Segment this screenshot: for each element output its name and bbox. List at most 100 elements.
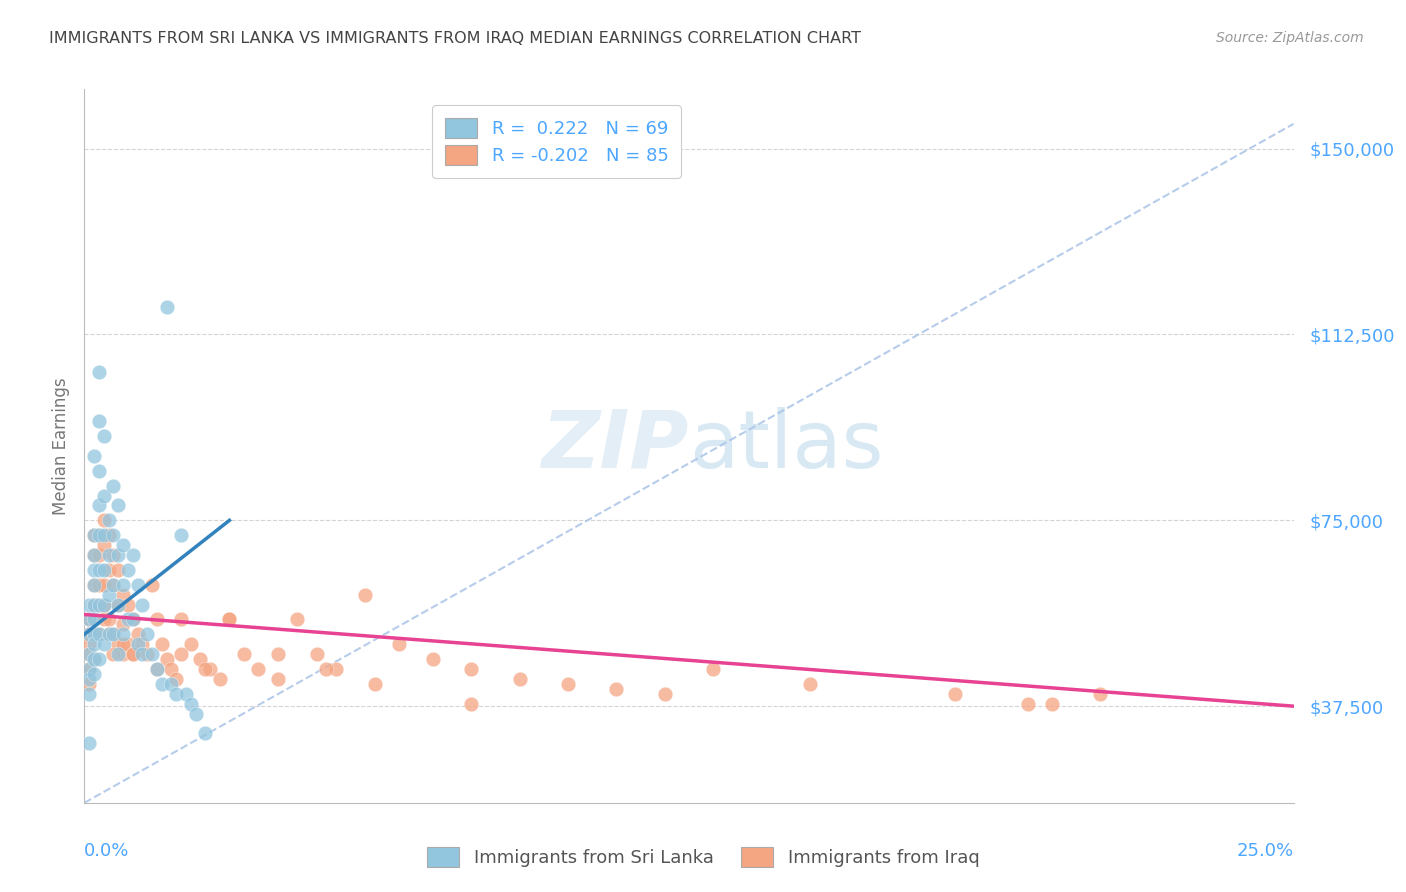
Point <box>605 681 627 696</box>
Point <box>77 687 100 701</box>
Point <box>112 578 135 592</box>
Point <box>325 662 347 676</box>
Point <box>460 662 482 676</box>
Point <box>127 627 149 641</box>
Point <box>121 612 143 626</box>
Point <box>83 627 105 641</box>
Point <box>103 647 125 661</box>
Point <box>117 563 139 577</box>
Point <box>702 662 724 676</box>
Point <box>77 736 100 750</box>
Point <box>799 677 821 691</box>
Point <box>136 627 159 641</box>
Point <box>93 598 115 612</box>
Point <box>117 637 139 651</box>
Point <box>77 598 100 612</box>
Point <box>83 598 105 612</box>
Point <box>194 726 217 740</box>
Point <box>112 617 135 632</box>
Point <box>87 548 110 562</box>
Point <box>654 687 676 701</box>
Point <box>112 627 135 641</box>
Point <box>97 588 120 602</box>
Point <box>155 300 177 314</box>
Point <box>131 647 153 661</box>
Point <box>107 647 129 661</box>
Point <box>160 662 183 676</box>
Point <box>208 672 231 686</box>
Point <box>103 578 125 592</box>
Point <box>83 578 105 592</box>
Point <box>83 548 105 562</box>
Point <box>363 677 385 691</box>
Point <box>117 612 139 626</box>
Point <box>103 627 125 641</box>
Point <box>460 697 482 711</box>
Point <box>83 528 105 542</box>
Point <box>77 662 100 676</box>
Point <box>93 489 115 503</box>
Point <box>233 647 256 661</box>
Point <box>305 647 328 661</box>
Legend: R =  0.222   N = 69, R = -0.202   N = 85: R = 0.222 N = 69, R = -0.202 N = 85 <box>432 105 681 178</box>
Point <box>103 528 125 542</box>
Point <box>83 578 105 592</box>
Point <box>107 499 129 513</box>
Point <box>127 578 149 592</box>
Text: Source: ZipAtlas.com: Source: ZipAtlas.com <box>1216 31 1364 45</box>
Text: ZIP: ZIP <box>541 407 689 485</box>
Point <box>107 548 129 562</box>
Point <box>83 652 105 666</box>
Point <box>77 612 100 626</box>
Point <box>112 637 135 651</box>
Point <box>97 548 120 562</box>
Point <box>218 612 240 626</box>
Point <box>87 578 110 592</box>
Point <box>509 672 531 686</box>
Point <box>103 478 125 492</box>
Point <box>93 598 115 612</box>
Point <box>155 652 177 666</box>
Point <box>146 662 169 676</box>
Point <box>180 697 202 711</box>
Point <box>198 662 221 676</box>
Point <box>87 627 110 641</box>
Point <box>83 627 105 641</box>
Point <box>112 588 135 602</box>
Point <box>267 672 290 686</box>
Point <box>83 637 105 651</box>
Point <box>87 414 110 428</box>
Point <box>77 637 100 651</box>
Point <box>422 652 444 666</box>
Point <box>131 598 153 612</box>
Point <box>141 578 163 592</box>
Point <box>97 528 120 542</box>
Point <box>315 662 337 676</box>
Point <box>121 612 143 626</box>
Point <box>77 647 100 661</box>
Point <box>87 627 110 641</box>
Point <box>93 528 115 542</box>
Point <box>83 652 105 666</box>
Point <box>97 612 120 626</box>
Point <box>131 637 153 651</box>
Point <box>165 687 187 701</box>
Point <box>121 647 143 661</box>
Point <box>103 578 125 592</box>
Point <box>87 464 110 478</box>
Point <box>165 672 187 686</box>
Point <box>97 627 120 641</box>
Text: IMMIGRANTS FROM SRI LANKA VS IMMIGRANTS FROM IRAQ MEDIAN EARNINGS CORRELATION CH: IMMIGRANTS FROM SRI LANKA VS IMMIGRANTS … <box>49 31 862 46</box>
Point <box>107 637 129 651</box>
Point <box>93 538 115 552</box>
Point <box>218 612 240 626</box>
Text: 25.0%: 25.0% <box>1236 842 1294 860</box>
Point <box>194 662 217 676</box>
Point <box>77 647 100 661</box>
Point <box>184 706 207 721</box>
Point <box>354 588 377 602</box>
Point <box>77 672 100 686</box>
Point <box>1017 697 1039 711</box>
Point <box>107 598 129 612</box>
Point <box>150 637 173 651</box>
